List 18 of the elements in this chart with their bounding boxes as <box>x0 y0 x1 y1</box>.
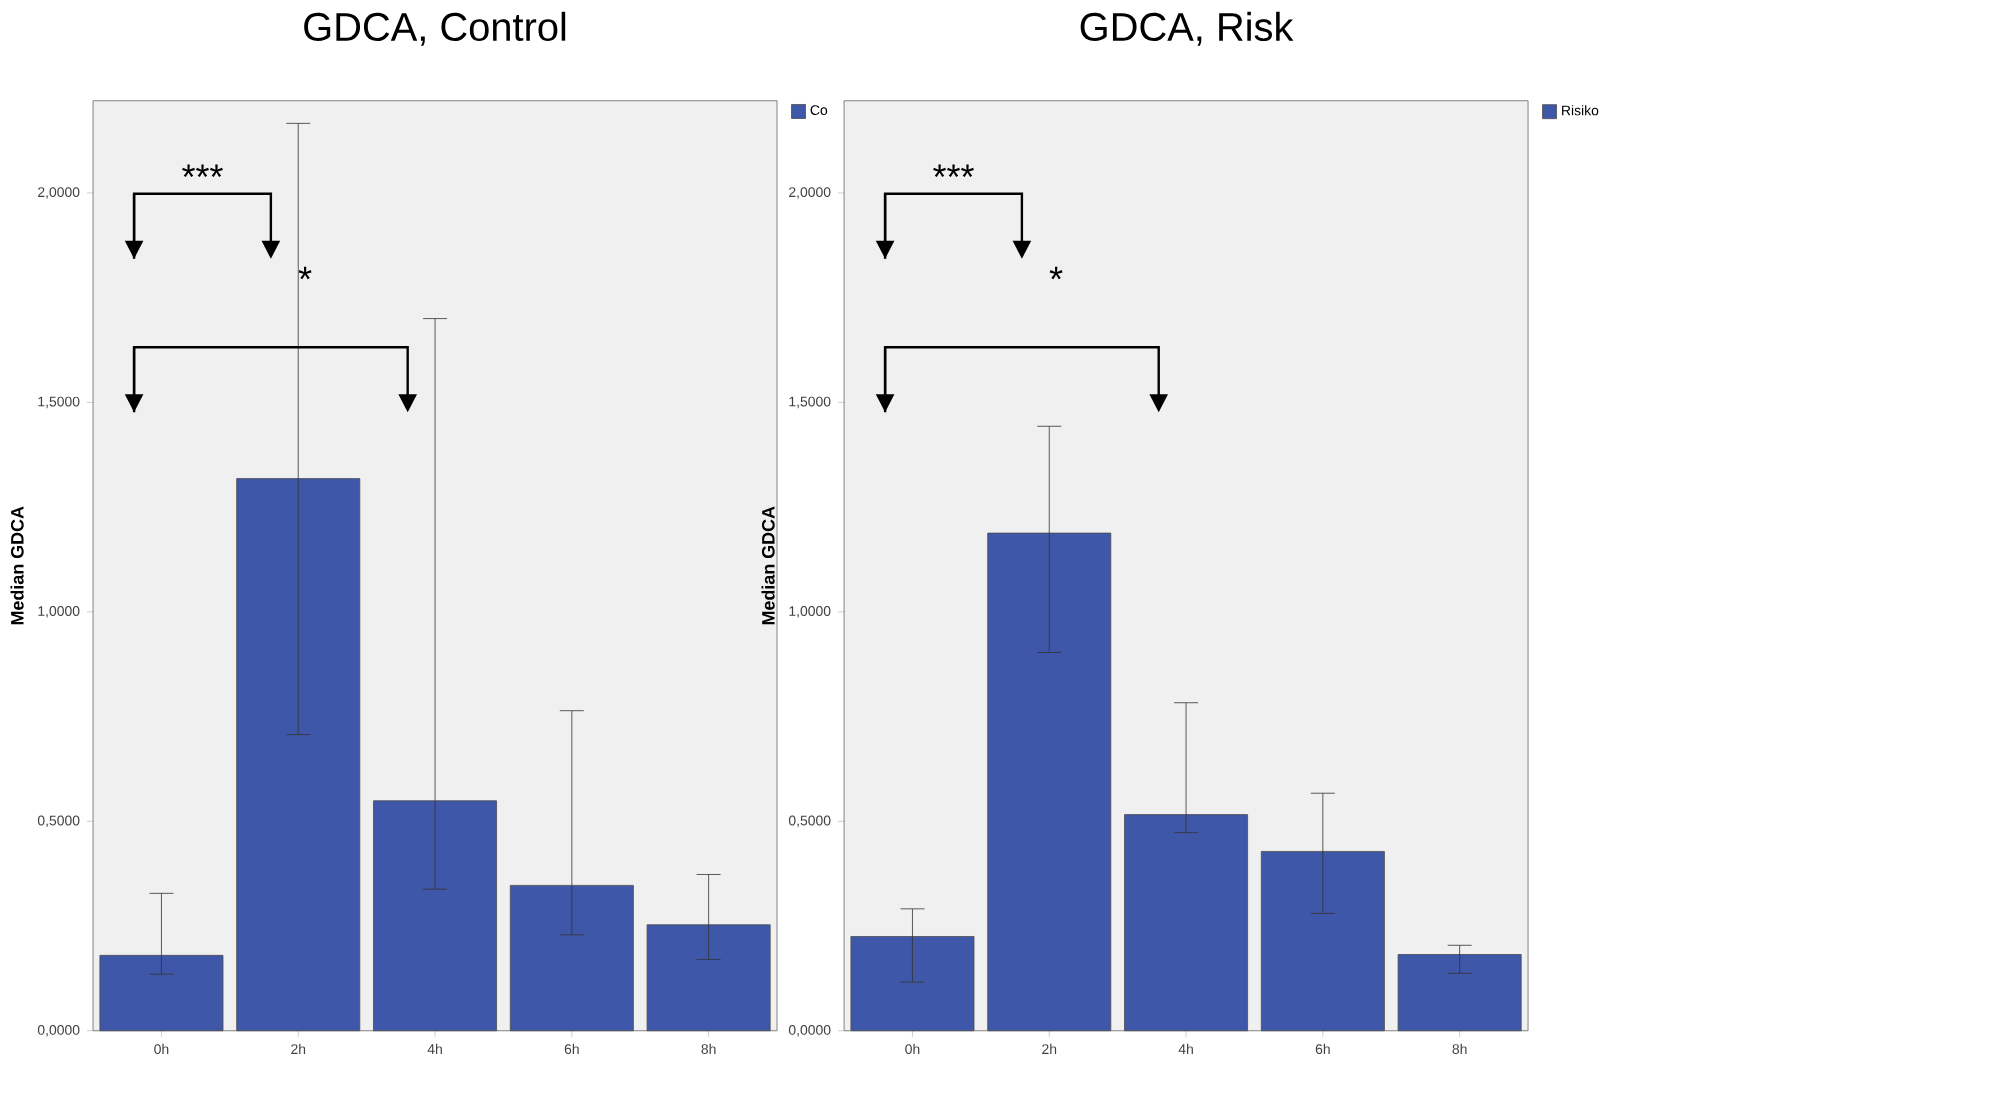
bar <box>99 954 224 1032</box>
bar <box>373 800 497 1032</box>
chart-title: GDCA, Risk <box>1080 11 1294 46</box>
annotation: * <box>298 266 312 280</box>
y-axis-title: Median GDCA <box>10 506 24 625</box>
bar <box>509 884 634 1032</box>
annotation: *** <box>182 164 223 178</box>
bar <box>646 924 771 1032</box>
chart-title: GDCA, Control <box>304 11 566 46</box>
bar <box>1124 814 1249 1032</box>
y-axis-title: Median GDCA <box>761 506 775 625</box>
bar <box>1260 851 1385 1032</box>
bar <box>236 478 361 1032</box>
bar <box>850 936 975 1032</box>
annotation: * <box>1049 266 1063 280</box>
bar <box>987 532 1112 1032</box>
annotation: *** <box>933 164 974 178</box>
bar <box>1397 954 1522 1032</box>
